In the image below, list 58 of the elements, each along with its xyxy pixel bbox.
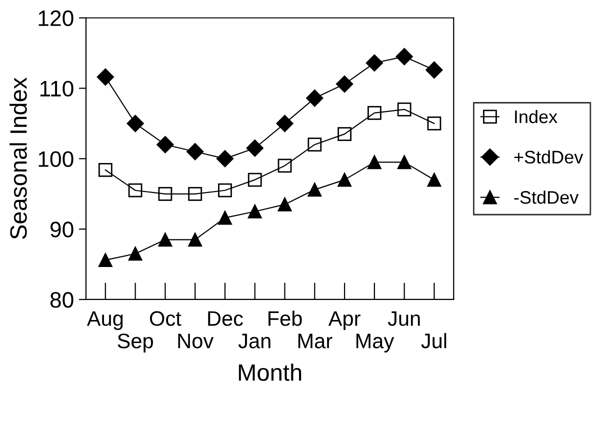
point — [248, 172, 262, 187]
x-tick-label: May — [356, 334, 394, 352]
x-tick-label: Feb — [268, 310, 302, 326]
x-tick-label: Dec — [208, 311, 243, 326]
y-axis-title: Seasonal Index — [10, 78, 27, 239]
point — [278, 198, 292, 212]
point — [338, 127, 352, 141]
point — [308, 182, 322, 197]
point — [98, 253, 112, 268]
point — [186, 143, 204, 160]
x-axis-title: Month — [238, 364, 302, 381]
point — [248, 204, 262, 218]
y-tick-label: 100 — [38, 151, 74, 167]
point — [98, 163, 112, 177]
point — [216, 150, 234, 168]
y-tick-label: 80 — [50, 292, 74, 308]
legend-label: Index — [515, 110, 558, 124]
point — [427, 172, 442, 187]
point — [338, 172, 352, 187]
point — [366, 54, 383, 72]
point — [427, 116, 442, 130]
point — [396, 48, 413, 66]
x-tick-label: Jan — [238, 334, 270, 348]
point — [278, 158, 292, 173]
y-tick-label: 110 — [40, 80, 74, 97]
point — [158, 186, 172, 201]
x-tick-label: Oct — [150, 311, 182, 326]
point — [276, 114, 294, 132]
point — [336, 76, 354, 93]
y-tick-label: 90 — [50, 222, 74, 238]
point — [128, 183, 142, 198]
point — [126, 114, 144, 132]
point — [128, 246, 142, 261]
point — [367, 106, 382, 120]
point — [188, 232, 202, 247]
point — [156, 136, 174, 154]
point — [158, 232, 172, 247]
point — [246, 140, 264, 157]
point — [308, 138, 322, 152]
point — [96, 68, 114, 86]
point — [218, 183, 232, 198]
x-tick-label: Apr — [328, 311, 360, 330]
point — [397, 102, 412, 116]
x-tick-label: Nov — [178, 334, 214, 348]
point — [188, 186, 202, 201]
x-tick-label: Aug — [86, 311, 123, 330]
x-tick-label: Sep — [118, 334, 153, 352]
point — [306, 90, 324, 107]
point — [426, 61, 443, 79]
x-tick-label: Jul — [421, 333, 446, 348]
legend-label: +StdDev — [514, 150, 584, 164]
point — [218, 210, 232, 225]
point — [397, 155, 412, 170]
point — [367, 155, 382, 170]
x-tick-label: Mar — [298, 334, 332, 348]
legend-label: -StdDev — [514, 190, 579, 204]
y-tick-label: 120 — [38, 10, 74, 26]
x-tick-label: Jun — [388, 311, 420, 326]
